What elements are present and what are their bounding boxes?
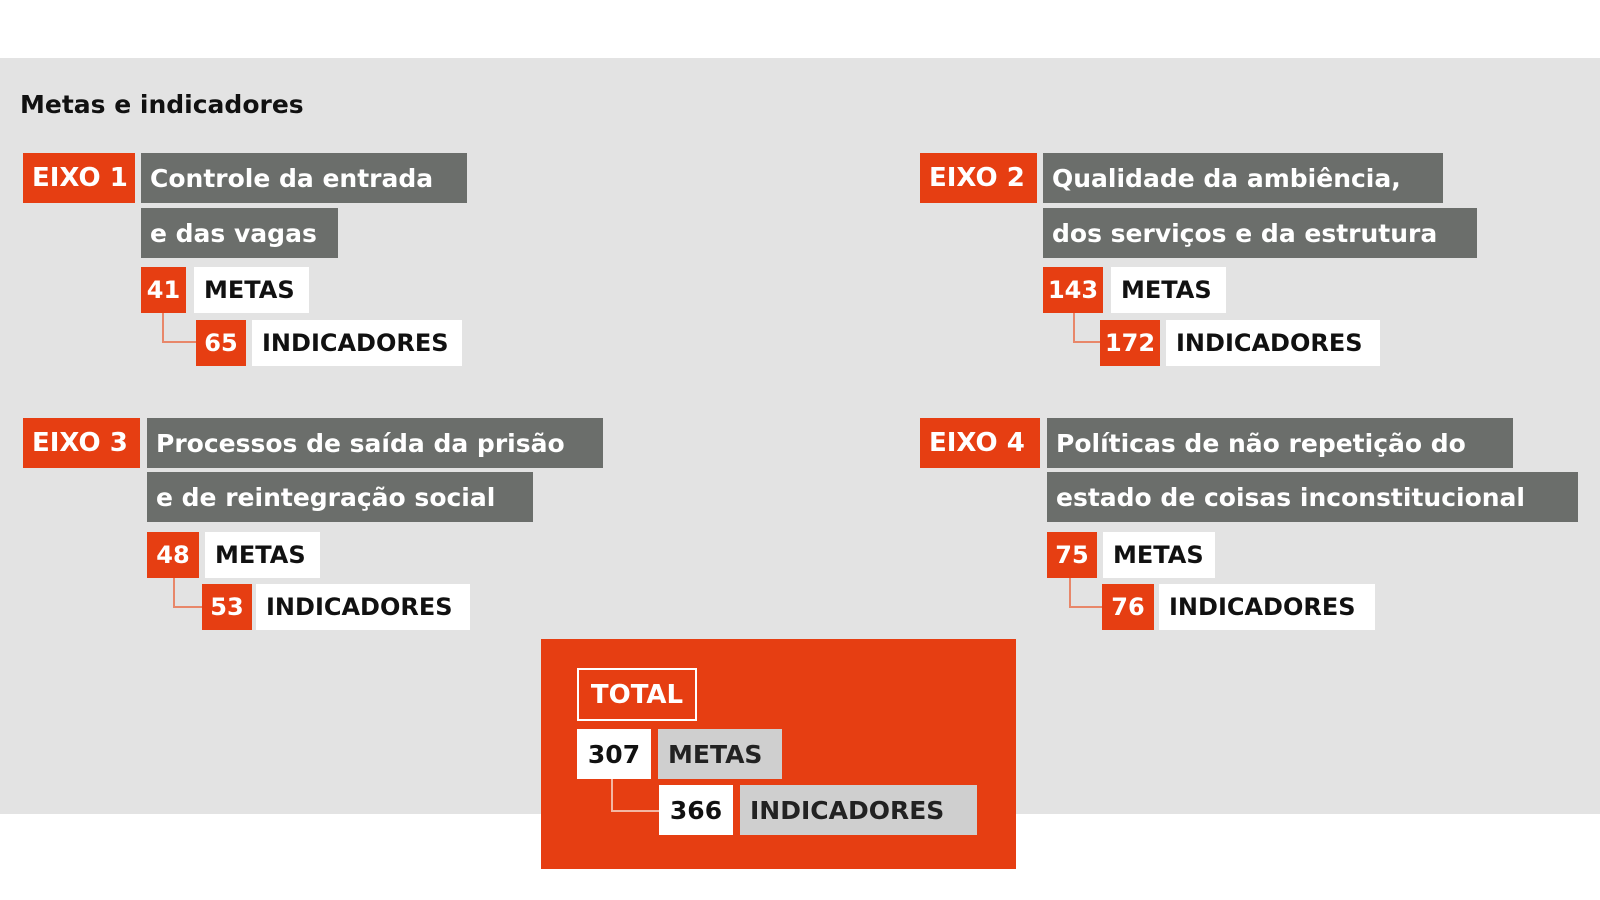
eixo-3-metas-value: 48 [147, 532, 199, 578]
eixo-2-indicadores-value: 172 [1100, 320, 1160, 366]
section-title: Metas e indicadores [20, 90, 304, 119]
eixo-1-title-line-2: e das vagas [141, 208, 338, 258]
eixo-4-title-line-2: estado de coisas inconstitucional [1047, 472, 1578, 522]
eixo-4-metas-value: 75 [1047, 532, 1097, 578]
eixo-2-title-line-1: Qualidade da ambiência, [1043, 153, 1443, 203]
eixo-2-metas-label: METAS [1111, 267, 1226, 313]
eixo-4-indicadores-value: 76 [1102, 584, 1154, 630]
eixo-1-metas-label: METAS [194, 267, 309, 313]
eixo-4-tag: EIXO 4 [920, 418, 1040, 468]
total-label: TOTAL [577, 668, 697, 721]
eixo-1-connector [162, 313, 197, 343]
eixo-2-indicadores-label: INDICADORES [1166, 320, 1380, 366]
total-metas-label: METAS [658, 729, 782, 779]
eixo-3-tag: EIXO 3 [23, 418, 140, 468]
eixo-3-indicadores-label: INDICADORES [256, 584, 470, 630]
total-indicadores-value: 366 [659, 785, 733, 835]
eixo-3-title-line-1: Processos de saída da prisão [147, 418, 603, 468]
eixo-3-connector [173, 578, 203, 608]
eixo-3-indicadores-value: 53 [202, 584, 252, 630]
eixo-1-tag: EIXO 1 [23, 153, 135, 203]
total-panel: TOTAL 307 METAS 366 INDICADORES [541, 639, 1016, 869]
eixo-1-title-line-1: Controle da entrada [141, 153, 467, 203]
eixo-4-connector [1069, 578, 1103, 608]
eixo-3-title-line-2: e de reintegração social [147, 472, 533, 522]
eixo-4-indicadores-label: INDICADORES [1159, 584, 1375, 630]
eixo-2-metas-value: 143 [1043, 267, 1103, 313]
eixo-3-metas-label: METAS [205, 532, 320, 578]
eixo-4-title-line-1: Políticas de não repetição do [1047, 418, 1513, 468]
total-connector [611, 779, 661, 812]
eixo-4-metas-label: METAS [1103, 532, 1215, 578]
eixo-2-title-line-2: dos serviços e da estrutura [1043, 208, 1477, 258]
eixo-2-connector [1073, 313, 1101, 343]
eixo-1-indicadores-label: INDICADORES [252, 320, 462, 366]
eixo-2-tag: EIXO 2 [920, 153, 1037, 203]
eixo-1-indicadores-value: 65 [196, 320, 246, 366]
total-indicadores-label: INDICADORES [740, 785, 977, 835]
total-metas-value: 307 [577, 729, 651, 779]
eixo-1-metas-value: 41 [141, 267, 186, 313]
